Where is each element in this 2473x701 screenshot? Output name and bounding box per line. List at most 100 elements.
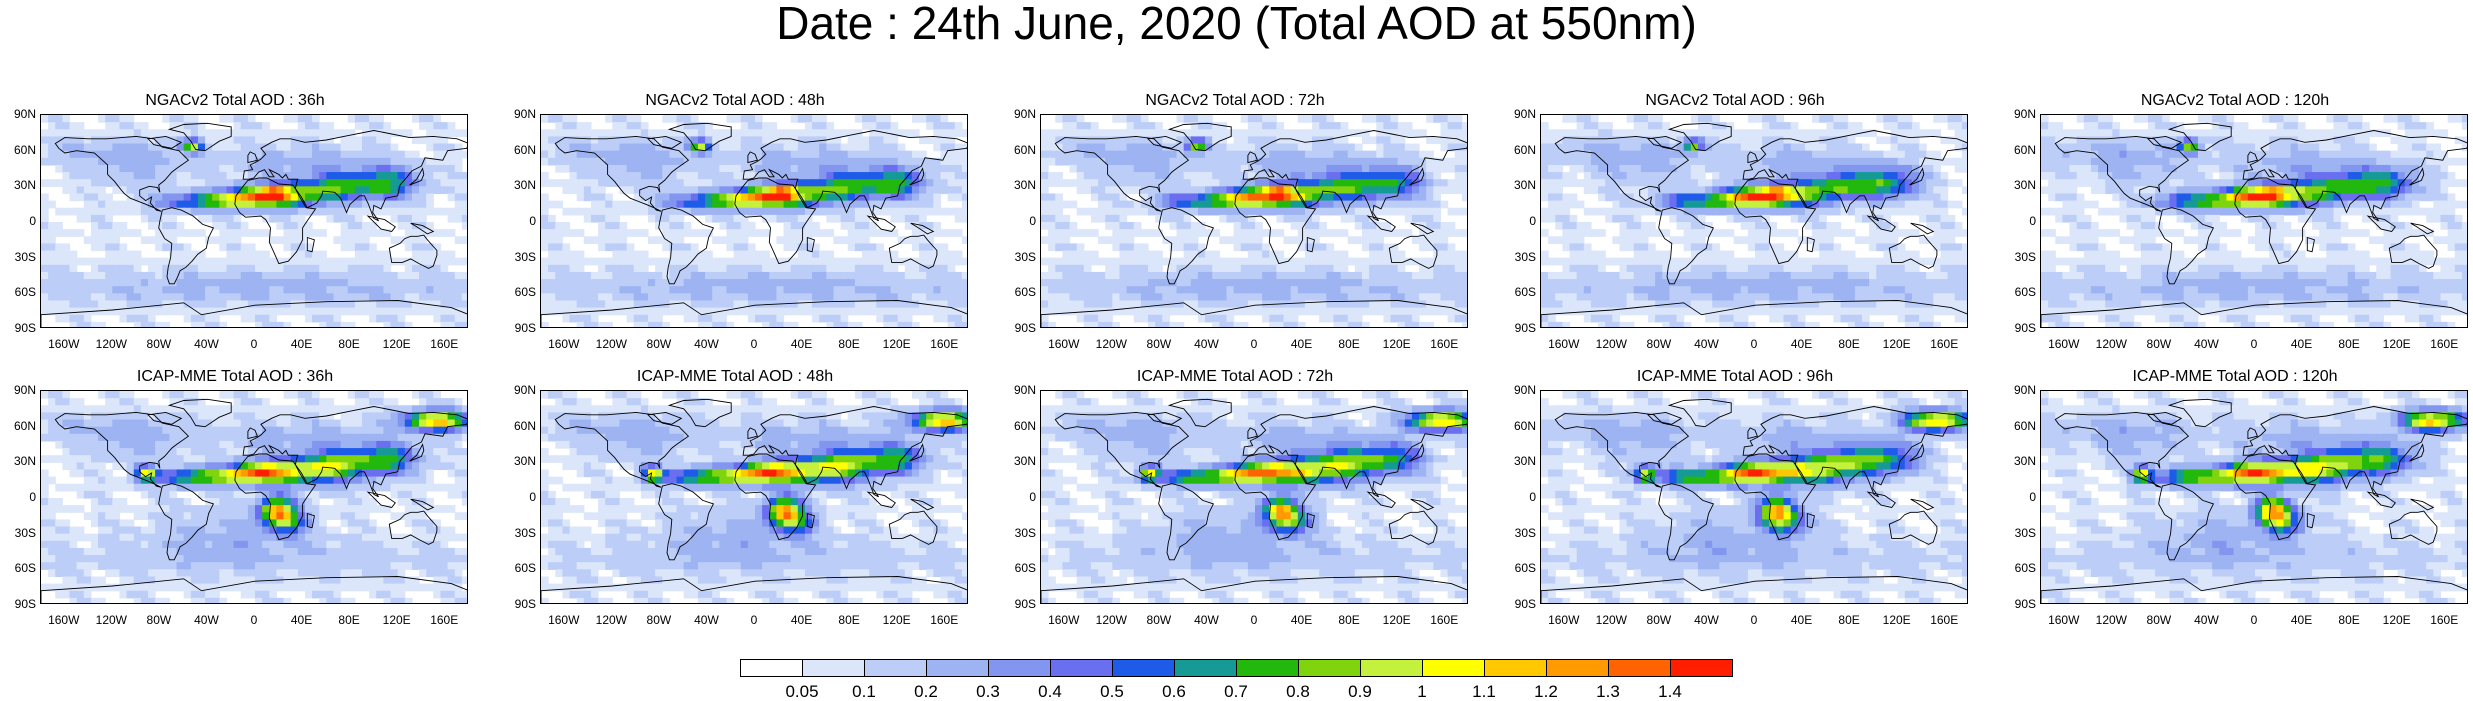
- lon-tick-label: 40W: [1694, 337, 1719, 351]
- lat-tick-label: 90N: [13, 383, 36, 397]
- map-panel: NGACv2 Total AOD : 36h 90N 60N 30N 0 30S 60S 90…: [0, 92, 470, 367]
- lon-tick-label: 120W: [1095, 337, 1127, 351]
- coastline: [306, 512, 315, 529]
- coastline: [1410, 498, 1435, 511]
- coastline: [2167, 122, 2232, 152]
- aod-field: [41, 115, 467, 327]
- colorbar-label: 0.2: [914, 682, 938, 701]
- lon-tick-label: 40W: [194, 613, 219, 627]
- colorbar-swatch: [1484, 659, 1547, 677]
- coastline: [147, 135, 183, 149]
- coastline: [2147, 135, 2183, 149]
- aod-map: [1540, 390, 1968, 604]
- colorbar-label: 0.8: [1286, 682, 1310, 701]
- lat-tick-label: 90N: [1013, 107, 1036, 121]
- lon-tick-label: 0: [1250, 337, 1258, 351]
- colorbar-swatch: [740, 659, 803, 677]
- panel-title: ICAP-MME Total AOD : 72h: [1136, 368, 1334, 385]
- coastline: [866, 215, 896, 233]
- colorbar-swatch: [1112, 659, 1175, 677]
- lat-tick-label: 30S: [1014, 249, 1036, 264]
- lat-tick-label: 30N: [13, 178, 36, 193]
- lat-tick-label: 60S: [2014, 285, 2036, 300]
- coastline: [2247, 151, 2259, 164]
- lon-tick-label: 120W: [1595, 337, 1627, 351]
- lat-tick-label: 90S: [2014, 597, 2036, 611]
- coastline: [410, 222, 435, 235]
- coastline: [2158, 207, 2215, 285]
- coastline: [747, 151, 759, 164]
- lon-tick-label: 160W: [1548, 613, 1580, 627]
- lon-tick-label: 120W: [95, 613, 127, 627]
- colorbar-swatch: [802, 659, 865, 677]
- lon-tick-label: 40E: [790, 337, 813, 351]
- coastline: [2388, 234, 2438, 269]
- map-panel: NGACv2 Total AOD : 96h 90N 60N 30N 0 30S 60S 90…: [1500, 92, 1970, 367]
- lon-tick-label: 120E: [882, 613, 911, 627]
- coastline: [909, 443, 925, 462]
- lat-tick-label: 0: [1529, 214, 1536, 228]
- lon-tick-label: 120E: [1382, 337, 1411, 351]
- coastline: [2147, 411, 2183, 425]
- coastline: [234, 177, 317, 265]
- lon-tick-label: 40E: [290, 337, 313, 351]
- lon-tick-label: 120W: [95, 337, 127, 351]
- coastline: [1658, 483, 1715, 561]
- coastline: [2242, 406, 2467, 498]
- coastline: [306, 236, 315, 253]
- lon-tick-label: 80W: [2146, 337, 2172, 351]
- lat-tick-label: 60S: [1014, 285, 1036, 300]
- coastline: [1747, 427, 1759, 440]
- coastline: [2410, 498, 2435, 511]
- lat-tick-label: 90N: [1513, 383, 1536, 397]
- colorbar-label: 0.7: [1224, 682, 1248, 701]
- lat-tick-label: 60S: [514, 561, 536, 576]
- lat-tick-label: 60N: [13, 142, 36, 157]
- aod-field: [1541, 391, 1967, 603]
- coastline: [247, 151, 259, 164]
- aod-map: [540, 114, 968, 328]
- colorbar-label: 1.1: [1472, 682, 1496, 701]
- lat-tick-label: 90S: [514, 597, 536, 611]
- coastline: [2167, 398, 2232, 428]
- coastline: [366, 491, 396, 509]
- coastline: [1247, 427, 1259, 440]
- lat-tick-label: 90S: [1014, 597, 1036, 611]
- aod-map: [540, 390, 968, 604]
- coastline: [1242, 406, 1467, 498]
- coastline: [1806, 236, 1815, 253]
- coastline: [1306, 236, 1315, 253]
- lon-tick-label: 160E: [1930, 337, 1959, 351]
- lat-tick-label: 90S: [514, 321, 536, 335]
- coastline: [742, 406, 967, 498]
- coastline: [742, 130, 967, 222]
- lon-tick-label: 160E: [1430, 337, 1459, 351]
- coastline: [409, 167, 425, 186]
- colorbar-swatch: [1050, 659, 1113, 677]
- lon-tick-label: 160W: [2048, 337, 2080, 351]
- lat-tick-label: 90S: [2014, 321, 2036, 335]
- map-panel: ICAP-MME Total AOD : 96h 90N 60N 30N 0 30S 60S…: [1500, 368, 1970, 643]
- lon-tick-label: 120W: [1595, 613, 1627, 627]
- lat-tick-label: 0: [1529, 490, 1536, 504]
- lon-tick-label: 160E: [1930, 613, 1959, 627]
- coastline: [158, 483, 215, 561]
- lon-tick-label: 120E: [382, 337, 411, 351]
- lat-tick-label: 0: [529, 214, 536, 228]
- colorbar-swatch: [1546, 659, 1609, 677]
- map-panel: NGACv2 Total AOD : 72h 90N 60N 30N 0 30S 60S 90…: [1000, 92, 1470, 367]
- coastline: [1158, 483, 1215, 561]
- coastline: [1541, 300, 1967, 327]
- lat-tick-label: 90N: [2013, 383, 2036, 397]
- coastline: [1409, 443, 1425, 462]
- colorbar-swatch: [864, 659, 927, 677]
- lat-tick-label: 90S: [14, 321, 36, 335]
- coastline: [409, 443, 425, 462]
- lon-tick-label: 40E: [1290, 613, 1313, 627]
- lon-tick-label: 0: [250, 337, 258, 351]
- lat-tick-label: 30N: [513, 178, 536, 193]
- panel-title: ICAP-MME Total AOD : 48h: [636, 368, 834, 385]
- lat-tick-label: 30S: [14, 525, 36, 540]
- coastline: [2234, 453, 2317, 541]
- page-title: Date : 24th June, 2020 (Total AOD at 550…: [776, 0, 1697, 49]
